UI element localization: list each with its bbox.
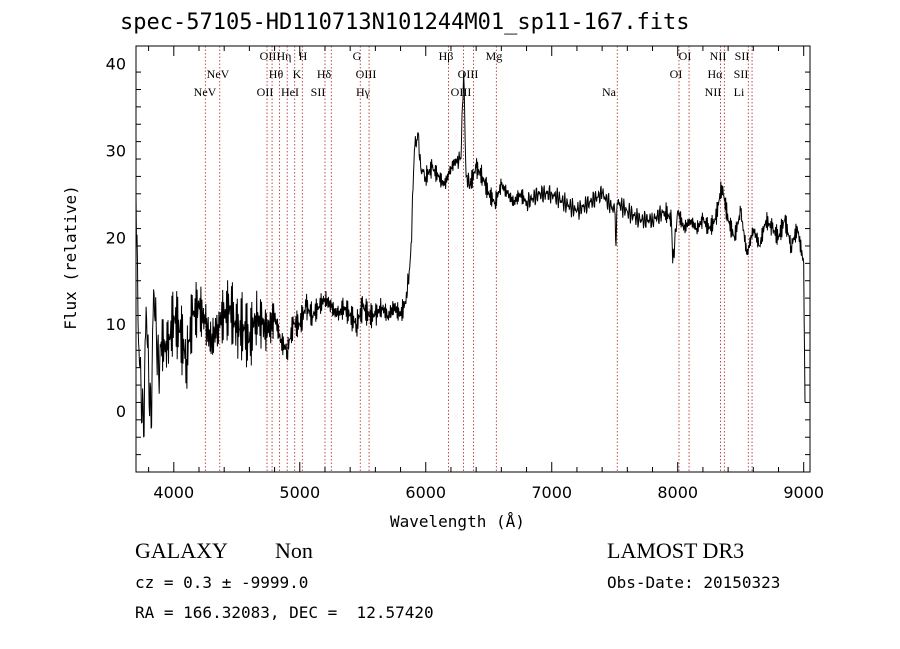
spectral-line-label: NeV	[194, 85, 217, 99]
spectral-line-markers	[204, 46, 753, 472]
spectral-line-label: Hα	[708, 67, 724, 81]
obs-date: Obs-Date: 20150323	[607, 573, 781, 592]
y-axis-label: Flux (relative)	[60, 185, 80, 330]
spectral-line-label: Hδ	[317, 67, 332, 81]
spectral-line-label: Hη	[277, 49, 292, 63]
axis-ticks: 4000 5000 6000 7000 8000 9000 0 10 20 30 40	[106, 46, 824, 502]
spectral-line-label: OIII	[458, 67, 479, 81]
x-axis-label: Wavelength (Å)	[390, 512, 525, 531]
chart-title: spec-57105-HD110713N101244M01_sp11-167.f…	[120, 10, 690, 35]
y-tick-label: 10	[106, 315, 126, 334]
spectral-line-label: NII	[705, 85, 722, 99]
survey-name: LAMOST DR3	[607, 538, 745, 563]
spectral-line-label: OII	[257, 85, 274, 99]
spectral-line-label: OIII	[451, 85, 472, 99]
x-tick-label: 5000	[279, 483, 320, 502]
x-tick-label: 4000	[153, 483, 194, 502]
spectral-line-label: OI	[670, 67, 683, 81]
object-class: GALAXY	[135, 538, 228, 563]
x-tick-label: 7000	[531, 483, 572, 502]
spectral-line-label: Hθ	[269, 67, 284, 81]
spectral-line-label: SII	[311, 85, 326, 99]
x-tick-label: 9000	[783, 483, 824, 502]
spectral-line-label: Li	[734, 85, 745, 99]
spectral-line-label: Na	[602, 85, 617, 99]
plot-frame	[135, 45, 811, 473]
spectral-line-label: K	[293, 67, 302, 81]
object-subclass: Non	[275, 538, 313, 563]
spectral-line-label: OII	[260, 49, 277, 63]
y-tick-label: 30	[106, 141, 126, 160]
y-tick-label: 0	[116, 402, 126, 421]
coordinates: RA = 166.32083, DEC = 12.57420	[135, 603, 434, 622]
spectral-line-label: Mg	[486, 49, 503, 63]
spectral-line-label: HeI	[281, 85, 299, 99]
spectral-line-label: H	[299, 49, 308, 63]
spectral-line-label: OIII	[356, 67, 377, 81]
x-tick-label: 6000	[405, 483, 446, 502]
spectral-line-label: SII	[734, 67, 749, 81]
x-tick-label: 8000	[657, 483, 698, 502]
y-tick-label: 20	[106, 228, 126, 247]
y-tick-label: 40	[106, 54, 126, 73]
spectral-line-label: G	[353, 49, 362, 63]
spectrum-line	[135, 72, 806, 438]
spectral-line-label: Hγ	[356, 85, 371, 99]
spectral-line-label: NII	[710, 49, 727, 63]
redshift-readout: cz = 0.3 ± -9999.0	[135, 573, 309, 592]
spectral-line-label: SII	[735, 49, 750, 63]
spectral-line-label: OI	[679, 49, 692, 63]
spectral-line-label: Hβ	[439, 49, 454, 63]
spectral-line-label: NeV	[207, 67, 230, 81]
